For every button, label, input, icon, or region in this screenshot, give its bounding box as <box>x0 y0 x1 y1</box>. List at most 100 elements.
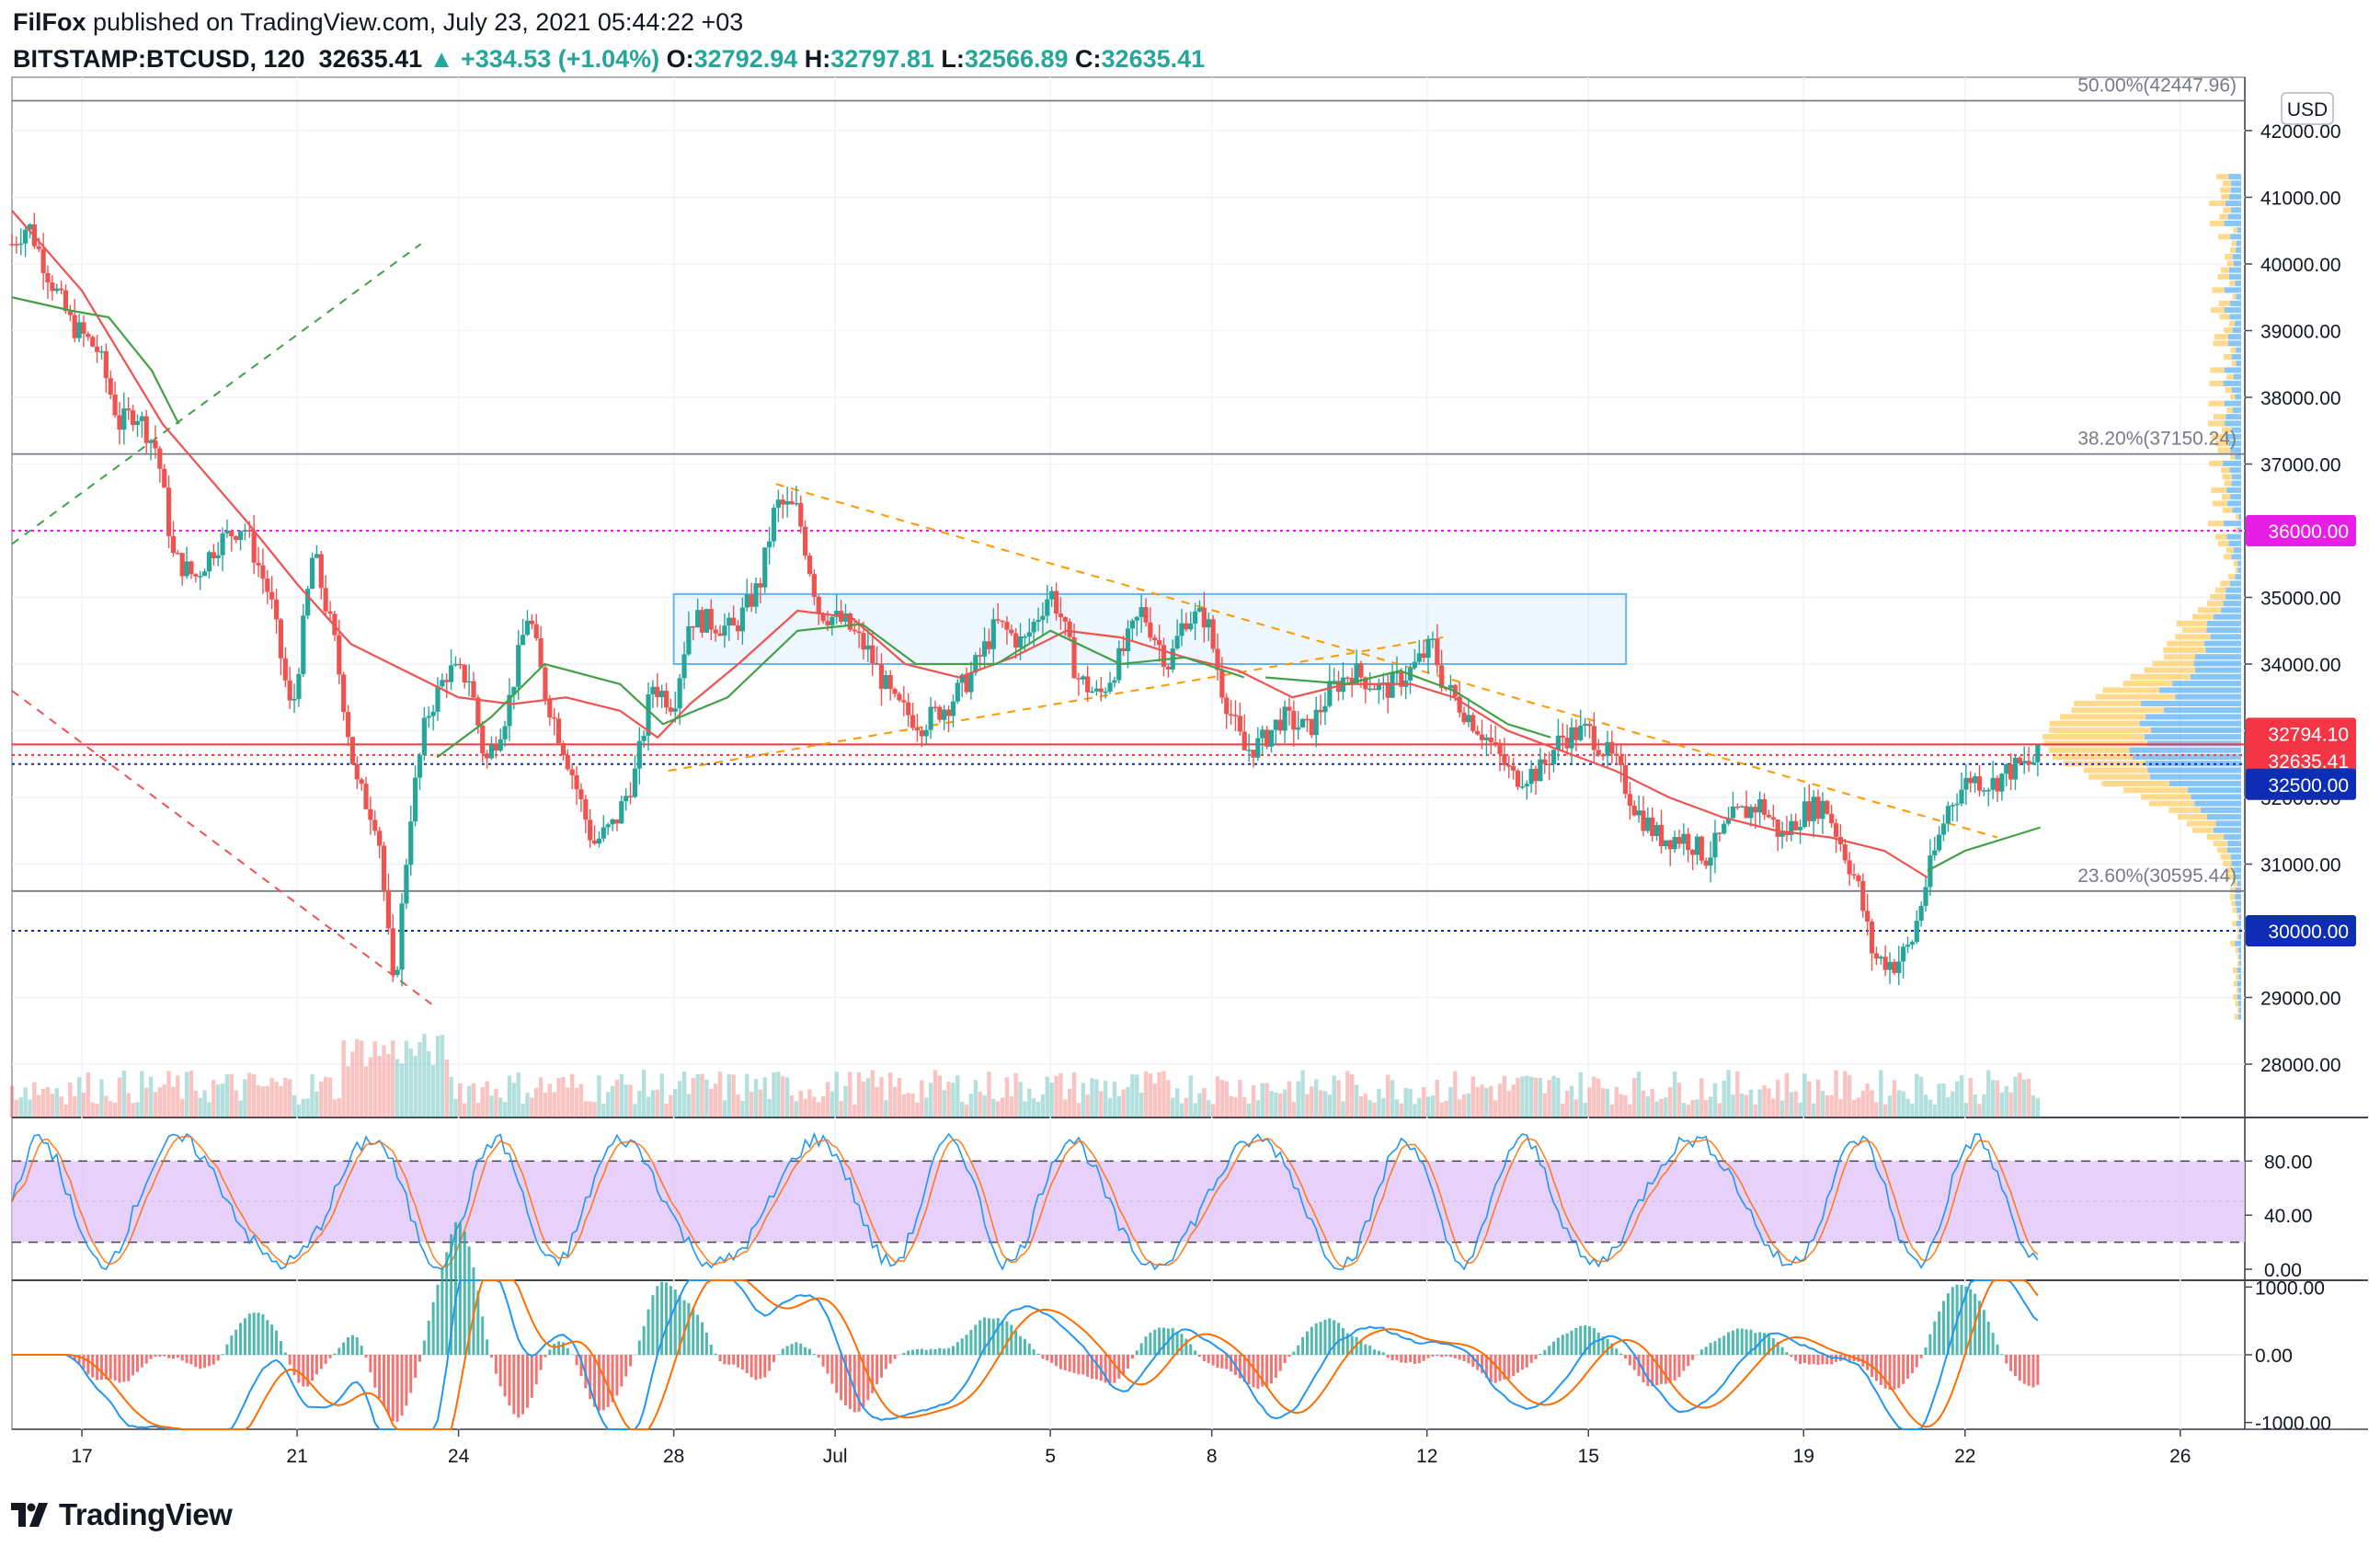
candle-body <box>1990 777 1996 790</box>
macd-histogram-bar <box>243 1318 246 1355</box>
volume-bar <box>924 1097 929 1117</box>
macd-histogram-bar <box>1619 1353 1623 1355</box>
volume-bar <box>184 1071 189 1117</box>
currency-label[interactable]: USD <box>2287 99 2328 120</box>
macd-histogram-bar <box>221 1354 224 1355</box>
candle-body <box>1928 855 1933 888</box>
trendlines[interactable] <box>11 243 1998 1005</box>
macd-histogram-bar <box>1790 1355 1793 1358</box>
macd-histogram-bar <box>1301 1336 1305 1355</box>
volume-bar <box>144 1087 149 1117</box>
vp-bar-up <box>2175 634 2211 640</box>
volume-bar <box>1686 1104 1690 1117</box>
trendline[interactable] <box>668 636 1444 772</box>
volume-bar <box>1636 1071 1642 1117</box>
candle-body <box>507 694 512 727</box>
volume-bar <box>978 1091 982 1117</box>
macd-histogram-bar <box>431 1301 435 1355</box>
volume-bar <box>1699 1078 1704 1117</box>
volume-bar <box>1421 1087 1426 1117</box>
volume-bar <box>90 1102 95 1117</box>
candle-body <box>368 808 373 820</box>
price-tick-label: 35000.00 <box>2260 589 2341 610</box>
volume-bar <box>1354 1084 1359 1117</box>
macd-histogram-bar <box>830 1355 834 1384</box>
vp-bar-down <box>2223 460 2241 466</box>
macd-histogram-bar <box>1158 1327 1161 1355</box>
time-axis[interactable]: 17 21 24 28 Jul 5 8 12 15 19 22 26 <box>71 1429 2191 1467</box>
vp-bar-down <box>2237 567 2241 573</box>
macd-histogram-bar <box>1211 1355 1215 1366</box>
candle-body <box>1439 665 1445 688</box>
candle-body <box>1161 645 1167 667</box>
macd-histogram-bar <box>924 1349 928 1355</box>
volume-bar <box>995 1101 1001 1117</box>
candle-body <box>811 574 817 597</box>
chart-canvas[interactable]: 50.00%(42447.96)38.20%(37150.24)23.60%(3… <box>0 0 2380 1490</box>
trendline[interactable] <box>11 243 422 545</box>
macd-histogram-bar <box>458 1222 462 1355</box>
macd-histogram-bar <box>1238 1355 1241 1379</box>
vp-bar-down <box>2227 847 2241 854</box>
candle-body <box>803 526 808 556</box>
currency-button[interactable]: USD <box>2281 92 2334 125</box>
candle-body <box>309 557 315 590</box>
macd-histogram-bar <box>1453 1355 1457 1358</box>
candle-body <box>484 753 490 759</box>
vp-bar-up <box>2186 820 2216 827</box>
volume-profile <box>2042 174 2241 1020</box>
vp-bar-up <box>2219 213 2228 220</box>
vp-bar-up <box>2230 887 2236 893</box>
candle-body <box>345 712 351 738</box>
candle-body <box>1681 833 1687 844</box>
macd-histogram-bar <box>279 1341 282 1355</box>
candle-body <box>1631 805 1637 816</box>
macd-histogram-bar <box>1153 1329 1157 1355</box>
macd-histogram-bar <box>821 1355 825 1367</box>
volume-bar <box>1901 1091 1905 1117</box>
volume-bar <box>1511 1084 1516 1117</box>
vp-bar-up <box>2233 980 2237 987</box>
volume-bar <box>63 1104 68 1117</box>
candle-body <box>1143 607 1149 623</box>
volume-bar <box>2018 1072 2022 1117</box>
candle-body <box>1825 800 1830 814</box>
volume-bar <box>109 1101 113 1117</box>
volume-bar <box>1596 1078 1601 1117</box>
macd-histogram-bar <box>2022 1355 2026 1384</box>
candle-body <box>1291 710 1297 730</box>
volume-bar <box>395 1059 400 1117</box>
macd-histogram-bar <box>360 1346 363 1355</box>
macd-histogram-bar <box>82 1355 86 1369</box>
candle-body <box>1748 807 1754 819</box>
candle-body <box>1609 741 1615 754</box>
volume-bar <box>1349 1073 1355 1117</box>
macd-histogram-bar <box>1731 1330 1734 1355</box>
vp-bar-up <box>2220 854 2231 860</box>
vp-bar-down <box>2228 441 2241 447</box>
volume-bar <box>301 1098 305 1117</box>
candle-body <box>1815 796 1821 819</box>
volume-bar <box>435 1036 441 1117</box>
author-name[interactable]: FilFox <box>13 8 86 36</box>
symbol-label[interactable]: BITSTAMP:BTCUSD, 120 <box>13 45 305 73</box>
candle-body <box>1022 636 1028 638</box>
candle-body <box>198 576 203 578</box>
vp-bar-down <box>2228 267 2241 273</box>
volume-bar <box>1332 1075 1336 1117</box>
candle-body <box>296 673 302 699</box>
volume-bar <box>453 1098 458 1117</box>
volume-bar <box>1363 1094 1368 1117</box>
macd-histogram-bar <box>1727 1332 1731 1355</box>
volume-bar <box>547 1083 553 1117</box>
macd-histogram-bar <box>1247 1355 1251 1385</box>
volume-bar <box>700 1073 704 1117</box>
tradingview-logo[interactable]: TradingView <box>11 1495 233 1535</box>
vp-bar-up <box>2234 527 2238 533</box>
volume-bar <box>1310 1086 1314 1117</box>
vp-bar-down <box>2206 627 2241 634</box>
time-tick-label: 8 <box>1207 1446 1218 1467</box>
candle-body <box>529 620 534 625</box>
volume-bar <box>852 1104 857 1117</box>
